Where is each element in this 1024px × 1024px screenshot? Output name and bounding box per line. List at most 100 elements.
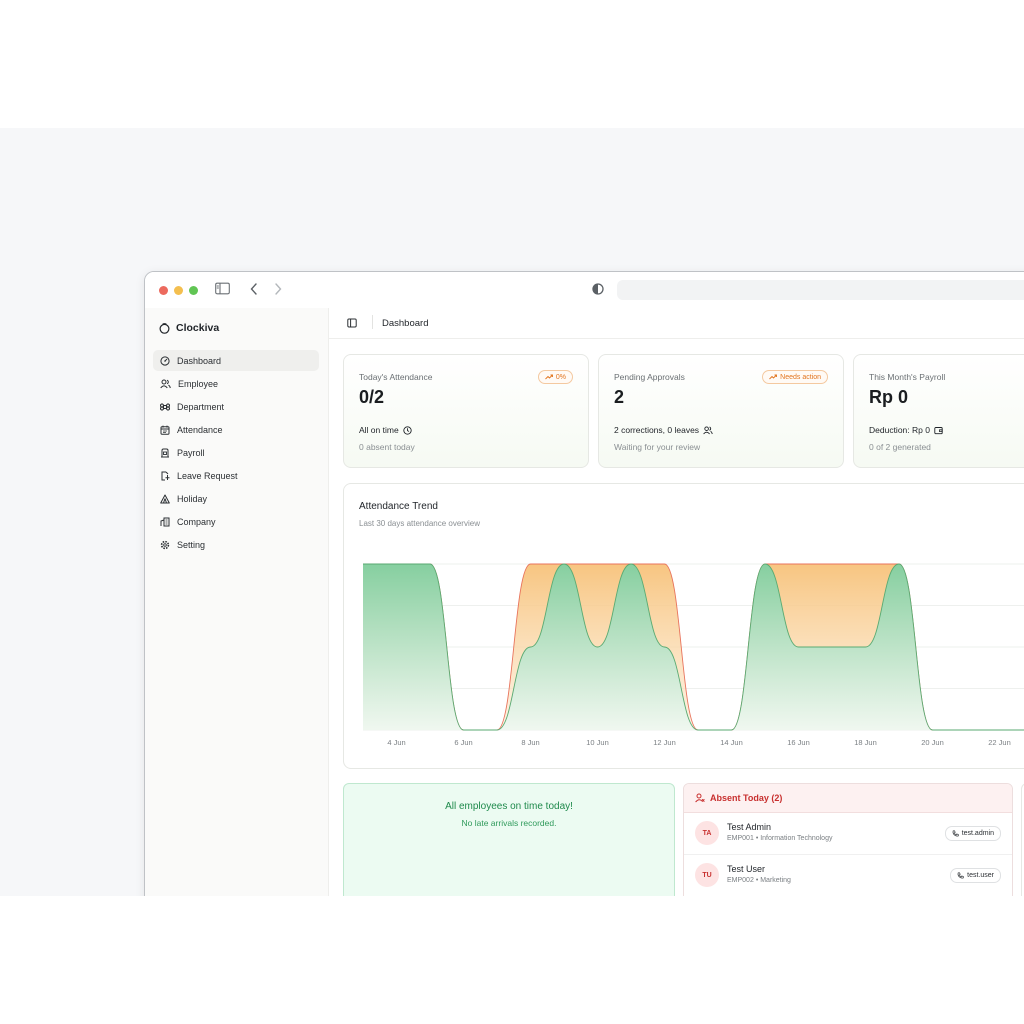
stat-detail-text: Deduction: Rp 0: [869, 425, 930, 435]
sidebar-item-holiday[interactable]: Holiday: [153, 488, 319, 509]
sidebar-toggle-icon[interactable]: [215, 282, 230, 295]
absent-today-card: Absent Today (2) TA Test Admin EMP001 • …: [683, 783, 1013, 896]
absent-employee-row[interactable]: TU Test User EMP002 • Marketing test.use…: [684, 855, 1012, 896]
stat-value: 0/2: [359, 387, 385, 407]
trend-up-icon: [769, 374, 778, 380]
browser-titlebar: [145, 272, 1024, 309]
sidebar: Clockiva Dashboard Employee Department: [145, 308, 329, 896]
attendance-trend-card: Attendance Trend Last 30 days attendance…: [343, 483, 1024, 769]
command-icon: [160, 403, 170, 410]
employee-code: EMP001: [727, 835, 754, 842]
sidebar-item-setting[interactable]: Setting: [153, 534, 319, 555]
sidebar-item-leave-request[interactable]: Leave Request: [153, 465, 319, 486]
address-bar[interactable]: [617, 280, 1024, 300]
stat-value: 2: [614, 387, 625, 407]
series-area-on-time-line: [362, 563, 1024, 731]
side-panel-card: [1021, 783, 1024, 896]
sidebar-item-employee[interactable]: Employee: [153, 373, 319, 394]
chart-title: Attendance Trend: [359, 501, 438, 512]
stat-badge: 0%: [537, 370, 573, 384]
stat-badge-text: Needs action: [780, 373, 821, 381]
x-tick-label: 18 Jun: [854, 738, 877, 747]
x-tick-label: 6 Jun: [454, 738, 472, 747]
employee-department: Marketing: [760, 877, 791, 884]
privacy-shield-icon[interactable]: [592, 282, 604, 296]
stat-detail: 2 corrections, 0 leaves: [614, 425, 713, 435]
panel-toggle-icon[interactable]: [347, 318, 357, 328]
employee-contact-pill[interactable]: test.admin: [944, 826, 1001, 841]
sidebar-item-label: Employee: [178, 378, 219, 389]
wallet-icon: [934, 426, 943, 434]
employee-name: Test Admin: [727, 822, 772, 832]
sidebar-item-payroll[interactable]: Payroll: [153, 442, 319, 463]
clockiva-logo-icon: [159, 322, 170, 334]
stat-value: Rp 0: [869, 387, 909, 407]
stat-subtext: 0 absent today: [359, 442, 415, 452]
absent-title: Absent Today (2): [710, 793, 783, 803]
sidebar-item-label: Attendance: [177, 424, 223, 435]
employee-contact-pill[interactable]: test.user: [950, 868, 1001, 883]
leave-icon: [161, 471, 170, 480]
sidebar-item-dashboard[interactable]: Dashboard: [153, 350, 319, 371]
stat-badge-text: 0%: [555, 373, 566, 381]
avatar: TU: [695, 863, 719, 887]
chart-grid: [363, 563, 1024, 731]
sidebar-item-label: Holiday: [177, 493, 208, 504]
x-tick-label: 14 Jun: [720, 738, 743, 747]
stat-card-payroll: This Month's Payroll Rp 0 Deduction: Rp …: [853, 354, 1024, 468]
payroll-icon: [161, 448, 169, 457]
building-icon: [160, 517, 170, 526]
sidebar-item-attendance[interactable]: Attendance: [153, 419, 319, 440]
x-tick-label: 16 Jun: [787, 738, 810, 747]
close-window-button[interactable]: [159, 286, 168, 295]
stat-card-attendance: Today's Attendance 0% 0/2 All on time 0 …: [343, 354, 589, 468]
browser-window: Clockiva Dashboard Employee Department: [144, 271, 1024, 896]
screenshot-backdrop: Clockiva Dashboard Employee Department: [0, 128, 1024, 896]
tent-icon: [160, 494, 170, 503]
chart-subtitle: Last 30 days attendance overview: [359, 519, 480, 528]
series-area-on-time: [363, 564, 1024, 730]
absent-employee-row[interactable]: TA Test Admin EMP001 • Information Techn…: [684, 813, 1012, 855]
maximize-window-button[interactable]: [189, 286, 198, 295]
minimize-window-button[interactable]: [174, 286, 183, 295]
stat-detail-text: All on time: [359, 425, 399, 435]
on-time-subtitle: No late arrivals recorded.: [461, 818, 557, 828]
stat-badge: Needs action: [762, 370, 828, 384]
chart-x-ticks: 4 Jun 6 Jun 8 Jun 10 Jun 12 Jun 14 Jun 16 Jun 1…: [387, 738, 1010, 747]
stat-subtext: 0 of 2 generated: [869, 442, 931, 452]
sidebar-item-company[interactable]: Company: [153, 511, 319, 532]
meta-separator-icon: •: [755, 877, 761, 884]
sidebar-nav: Dashboard Employee Department Attendance…: [153, 350, 319, 557]
x-tick-label: 4 Jun: [387, 738, 405, 747]
stat-card-pending-approvals: Pending Approvals Needs action 2 2 corre…: [598, 354, 844, 468]
sidebar-item-department[interactable]: Department: [153, 396, 319, 417]
absent-header: Absent Today (2): [684, 784, 1012, 813]
users-icon: [703, 425, 713, 434]
stat-subtext: Waiting for your review: [614, 442, 701, 452]
clock-icon: [403, 425, 412, 435]
employee-department: Information Technology: [760, 835, 833, 842]
stat-detail: Deduction: Rp 0: [869, 425, 943, 435]
employee-code: EMP002: [727, 877, 754, 884]
user-x-icon: [695, 793, 705, 803]
phone-icon: [957, 872, 964, 879]
brand[interactable]: Clockiva: [159, 322, 219, 334]
stat-label: This Month's Payroll: [869, 372, 946, 382]
phone-icon: [952, 830, 959, 837]
avatar: TA: [695, 821, 719, 845]
employee-meta: EMP002 • Marketing: [727, 877, 791, 884]
meta-separator-icon: •: [755, 835, 761, 842]
calendar-icon: [160, 425, 170, 435]
x-tick-label: 10 Jun: [586, 738, 609, 747]
stat-label: Today's Attendance: [359, 372, 433, 382]
dashboard-icon: [160, 355, 170, 366]
trend-up-icon: [545, 374, 553, 380]
attendance-trend-chart: 4 Jun 6 Jun 8 Jun 10 Jun 12 Jun 14 Jun 16 Jun 1…: [362, 563, 1024, 747]
sidebar-item-label: Payroll: [177, 447, 205, 458]
x-tick-label: 20 Jun: [921, 738, 944, 747]
back-icon[interactable]: [249, 282, 259, 296]
gear-icon: [160, 540, 170, 549]
users-icon: [160, 379, 171, 388]
sidebar-item-label: Dashboard: [177, 355, 222, 366]
forward-icon[interactable]: [273, 282, 283, 296]
